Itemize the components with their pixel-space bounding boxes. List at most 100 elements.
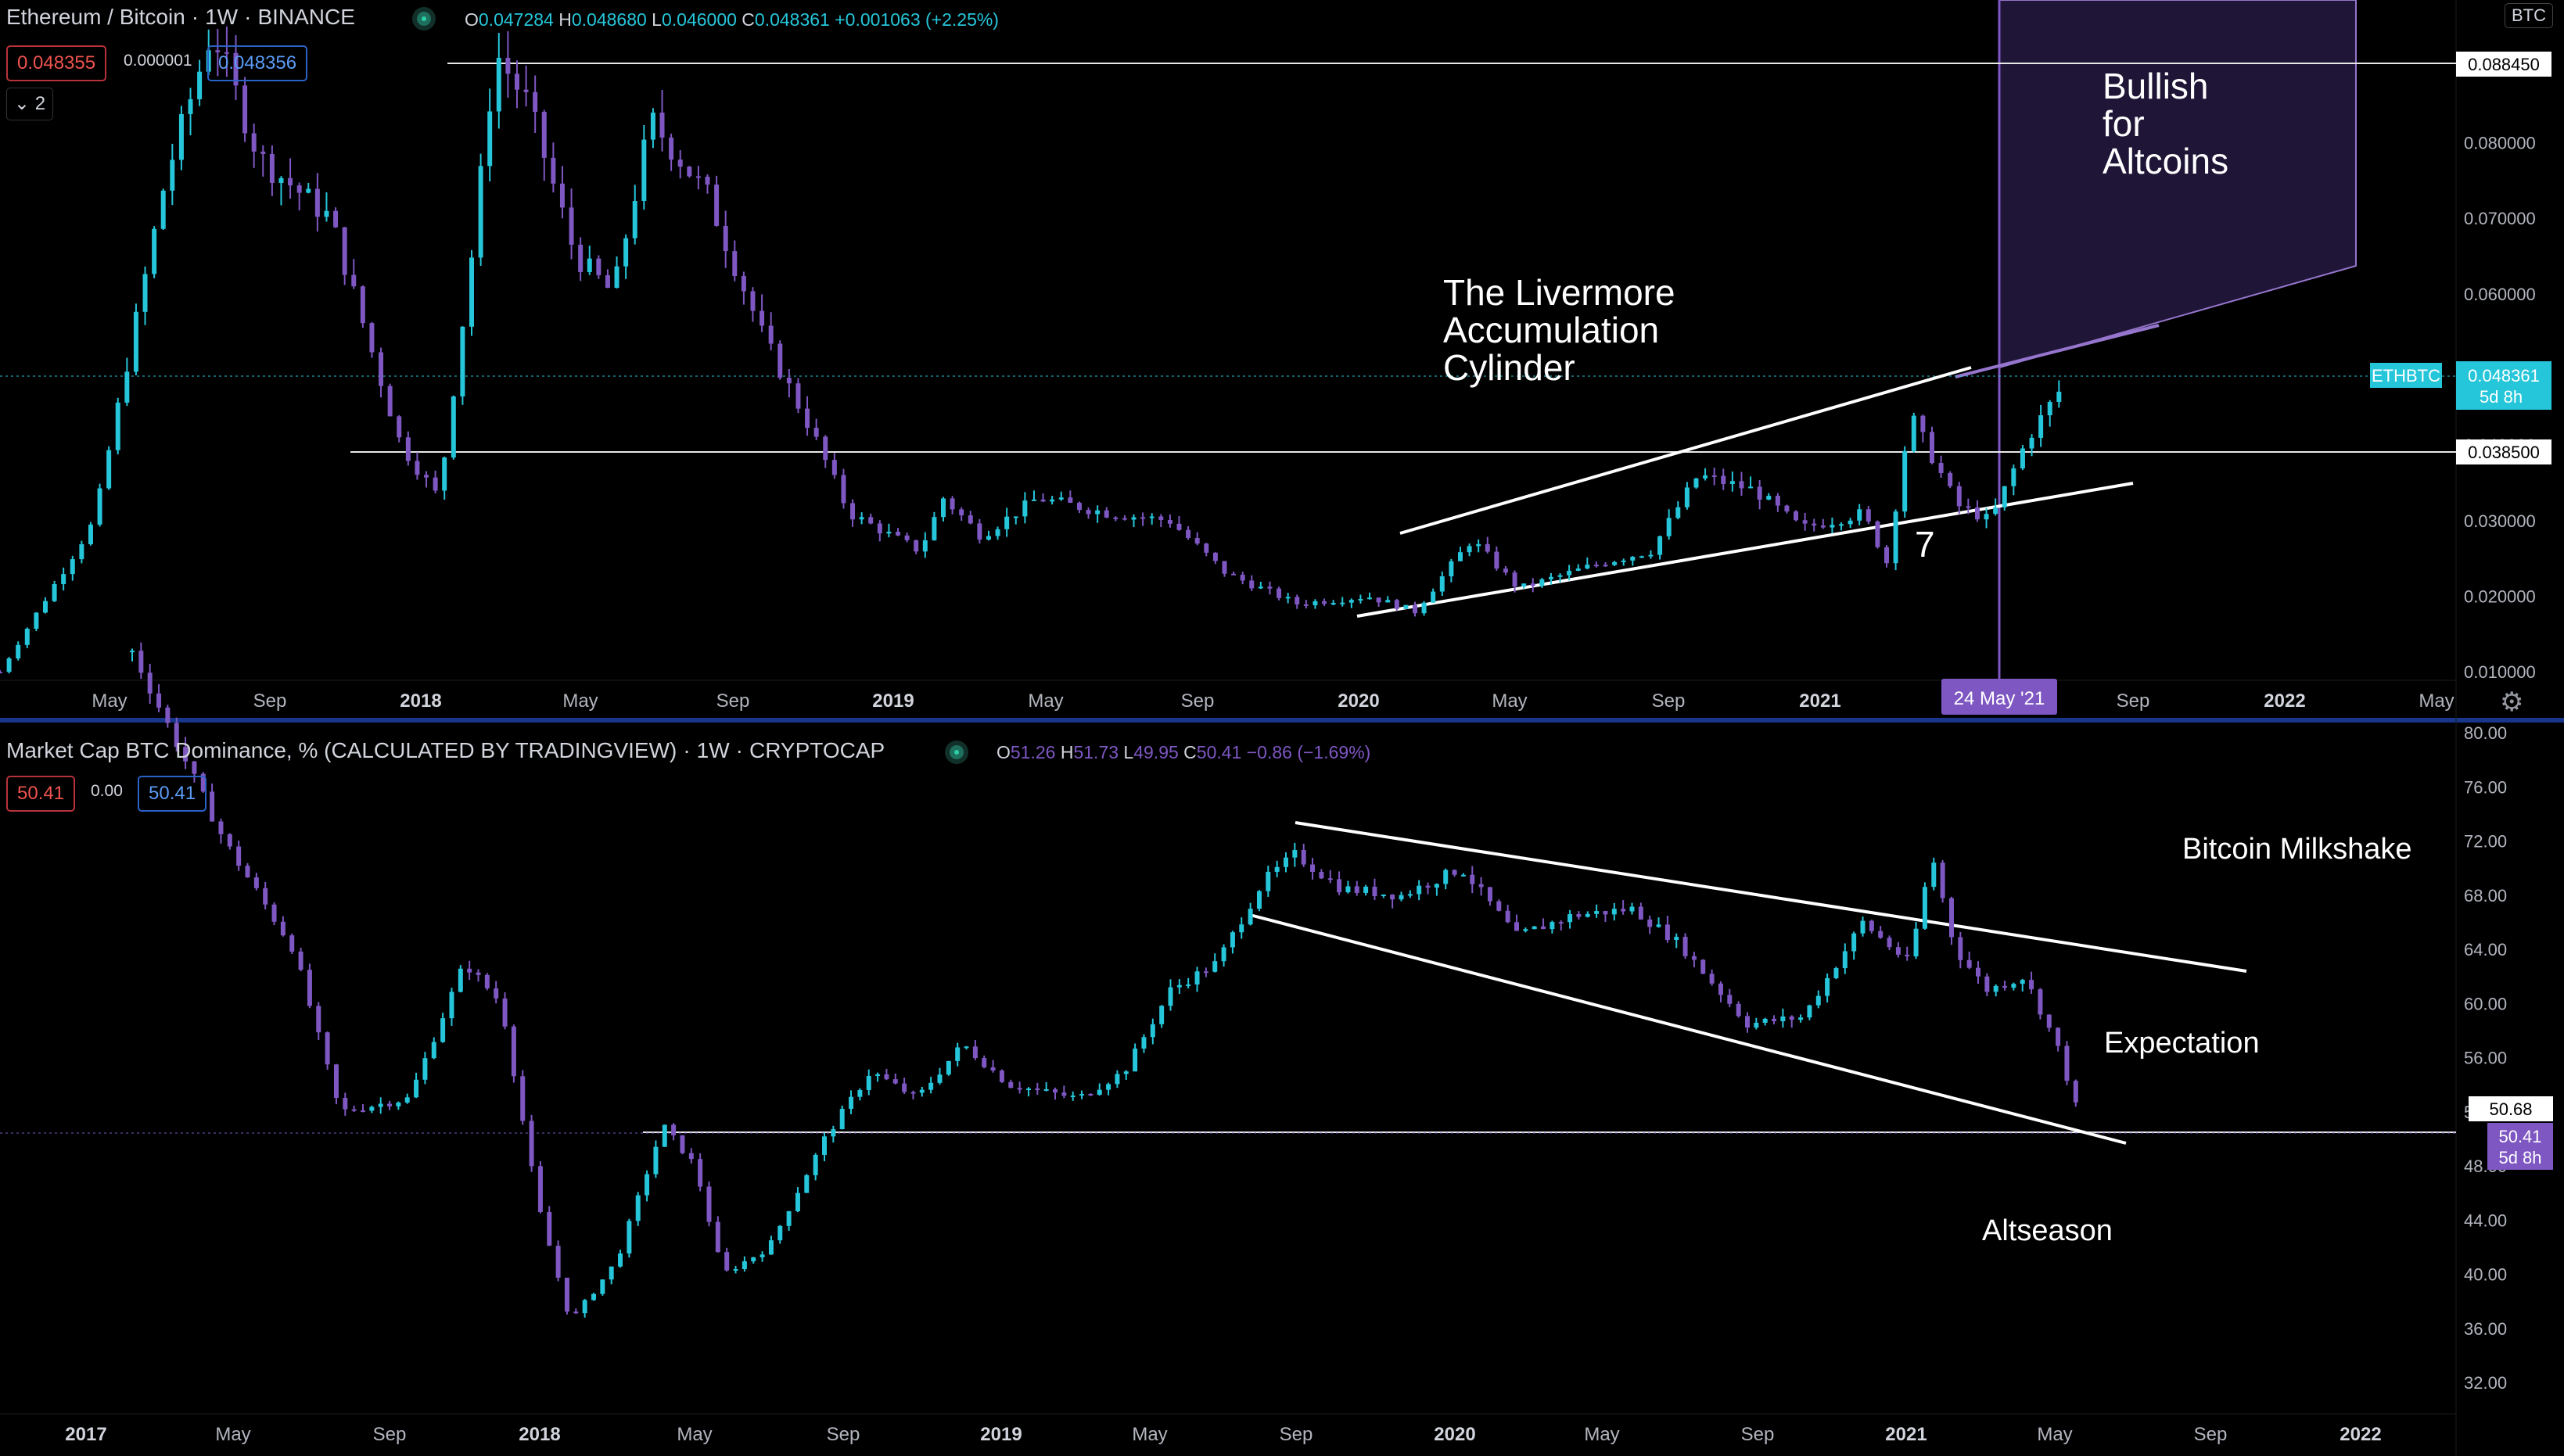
candle (1425, 882, 1431, 895)
candle (541, 109, 547, 181)
candle-body (1439, 576, 1445, 592)
candle (245, 862, 250, 878)
candle-body (1476, 543, 1481, 547)
candle (1550, 920, 1555, 934)
candle (955, 1042, 961, 1067)
btc-dominance-candles[interactable] (130, 642, 2078, 1318)
candle (451, 395, 456, 460)
candle (1593, 561, 1599, 568)
candle-body (2029, 437, 2034, 449)
candle-body (1718, 983, 1723, 995)
candle-body (289, 935, 295, 952)
candle-body (600, 1279, 605, 1294)
candle (1612, 561, 1618, 566)
dom-bid-box[interactable]: 50.41 (6, 776, 76, 812)
candle (614, 256, 619, 289)
candle-body (253, 877, 259, 888)
pane-divider[interactable] (0, 718, 2564, 723)
candle-body (1878, 931, 1883, 938)
candle-body (1277, 588, 1282, 598)
top-ohlc-legend: O0.047284 H0.048680 L0.046000 C0.048361 … (465, 9, 999, 30)
candle (1675, 500, 1681, 520)
candle (1122, 515, 1127, 521)
candle-body (1664, 924, 1670, 941)
candle-body (97, 488, 102, 525)
candle (795, 378, 801, 414)
candle-body (61, 574, 66, 584)
candle-body (1053, 1088, 1058, 1093)
annotation-milkshake[interactable]: Bitcoin Milkshake (2182, 833, 2412, 866)
candle (932, 511, 937, 541)
candle-body (1017, 1088, 1022, 1090)
candle (1313, 599, 1318, 609)
candle (1718, 981, 1723, 1002)
candle (742, 1256, 747, 1272)
candle (600, 1279, 605, 1296)
candle (316, 1002, 321, 1041)
candle (1478, 877, 1484, 896)
annotation-bullish-1[interactable]: Bullish (2103, 66, 2209, 106)
candle-body (671, 1124, 677, 1135)
channel-lower-line[interactable] (1356, 482, 2134, 618)
candle (1131, 514, 1137, 528)
bullish-projection-box[interactable] (1998, 0, 2357, 369)
annotation-expectation[interactable]: Expectation (2104, 1027, 2260, 1060)
candle (6, 657, 12, 674)
candle (1494, 546, 1499, 571)
candle-body (1593, 565, 1599, 567)
candle-body (476, 972, 481, 975)
bid-price-box[interactable]: 0.048355 (6, 45, 107, 81)
candle-body (2056, 1027, 2061, 1046)
bottom-legend-title[interactable]: Market Cap BTC Dominance, % (CALCULATED … (6, 738, 885, 762)
candle-body (990, 1067, 996, 1071)
eye-icon[interactable] (417, 12, 431, 26)
eth-btc-candles[interactable] (0, 26, 2062, 674)
wedge-lower-line[interactable] (1249, 913, 2127, 1145)
candle (1754, 1017, 1759, 1030)
bottom-price-axis[interactable]: 80.0076.0072.0068.0064.0060.0056.0052.00… (2464, 723, 2507, 1393)
annotation-livermore-3[interactable]: Cylinder (1443, 347, 1575, 388)
dom-ask-box[interactable]: 50.41 (138, 776, 207, 812)
annotation-bullish-2[interactable]: for (2103, 103, 2145, 144)
candle (768, 312, 774, 351)
candle (977, 518, 982, 543)
annotation-bullish-3[interactable]: Altcoins (2103, 141, 2228, 181)
ask-price-box[interactable]: 0.048356 (207, 45, 308, 81)
channel-upper-line[interactable] (1399, 366, 1972, 535)
candle-body (523, 89, 529, 92)
annotation-altseason[interactable]: Altseason (1982, 1214, 2113, 1247)
candle (982, 1055, 987, 1069)
candle-body (914, 540, 919, 552)
candle (130, 648, 135, 662)
candle (859, 512, 864, 525)
top-legend-title[interactable]: Ethereum / Bitcoin · 1W · BINANCE (6, 5, 355, 29)
candle (1340, 597, 1345, 607)
candle (1141, 1034, 1147, 1053)
annotation-livermore-1[interactable]: The Livermore (1443, 272, 1675, 313)
candle-body (178, 113, 184, 160)
x-tick-label: May (1028, 690, 1063, 712)
bottom-time-axis[interactable]: 2017 May Sep 2018 May Sep 2019 May Sep 2020 May Sep… (65, 1424, 2381, 1445)
candle (1452, 869, 1457, 877)
currency-button[interactable]: BTC (2505, 3, 2553, 28)
annotation-livermore-2[interactable]: Accumulation (1443, 310, 1659, 350)
candle-body (1940, 862, 1945, 898)
candle-body (1911, 415, 1916, 451)
candle-body (133, 311, 138, 372)
candle (1061, 1085, 1067, 1099)
x-tick-label: 2018 (400, 690, 441, 712)
eye-icon-bottom[interactable] (950, 745, 964, 759)
candle-body (1709, 974, 1715, 984)
wedge-upper-line[interactable] (1295, 821, 2247, 973)
gear-icon[interactable]: ⚙ (2500, 687, 2524, 717)
annotation-seven[interactable]: 7 (1915, 524, 1935, 565)
top-time-axis[interactable]: May Sep 2018 May Sep 2019 May Sep 2020 May Sep 2021… (92, 690, 2454, 712)
projection-line[interactable] (1955, 324, 2160, 378)
candle (34, 611, 39, 632)
candle (351, 259, 357, 289)
candle (1025, 1087, 1031, 1097)
collapse-indicators-button[interactable]: ⌄ 2 (6, 88, 53, 120)
candle (1948, 896, 1954, 945)
candle (896, 528, 901, 536)
